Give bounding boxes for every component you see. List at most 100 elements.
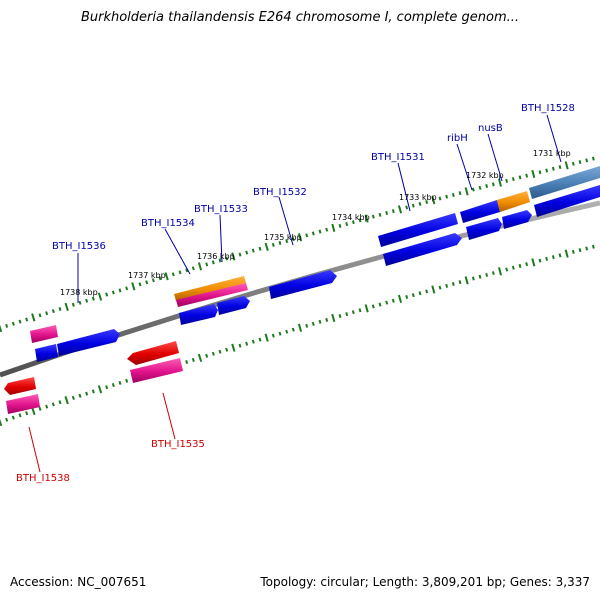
tick-outer-minor <box>5 323 9 328</box>
tick-inner-minor <box>78 393 82 398</box>
gene-label-bth-i1535[interactable]: BTH_I1535 <box>151 439 205 450</box>
tick-inner-minor <box>5 417 9 422</box>
tick-outer-minor <box>158 276 162 281</box>
gene-label-bth-i1533[interactable]: BTH_I1533 <box>194 204 248 215</box>
gene-magenta-left[interactable] <box>30 325 58 343</box>
gene-bth-i1532[interactable] <box>269 270 337 299</box>
tick-inner-minor <box>405 295 409 299</box>
gene-bth-i1531[interactable] <box>378 213 458 247</box>
tick-inner-minor <box>11 415 15 420</box>
gene-ribh[interactable] <box>466 218 502 240</box>
gene-blue-left-1[interactable] <box>35 344 58 362</box>
gene-orange-bth-i1534[interactable] <box>174 276 246 301</box>
tick-inner-minor <box>278 331 282 336</box>
tick-outer-minor <box>318 229 322 234</box>
gene-label-bth-i1534[interactable]: BTH_I1534 <box>141 218 195 229</box>
tick-inner-minor <box>585 246 589 251</box>
tick-outer-minor <box>78 300 82 305</box>
tick-outer-major <box>498 178 502 187</box>
tick-outer-minor <box>151 278 155 283</box>
gene-label-bth-i1536[interactable]: BTH_I1536 <box>52 241 106 252</box>
tick-inner-minor <box>485 272 489 277</box>
tick-outer-minor <box>58 307 62 311</box>
gene-label-bth-i1528[interactable]: BTH_I1528 <box>521 103 575 114</box>
tick-inner-minor <box>545 256 549 261</box>
tick-outer-major <box>397 205 403 214</box>
tick-inner-minor <box>285 329 289 334</box>
gene-bth-i1535-red[interactable] <box>127 341 179 365</box>
gene-label-ribh[interactable]: ribH <box>447 133 468 144</box>
gene-label-bth-i1538[interactable]: BTH_I1538 <box>16 473 70 484</box>
tick-inner-minor <box>505 267 509 272</box>
tick-inner-minor <box>351 310 355 315</box>
tick-inner-minor <box>578 248 582 253</box>
gene-blue-ribh-upper[interactable] <box>460 200 500 223</box>
tick-outer-minor <box>18 319 22 324</box>
tick-inner-minor <box>105 385 109 390</box>
gene-bth-i1538-red[interactable] <box>4 377 36 395</box>
tick-inner-minor <box>111 383 115 388</box>
gene-bth-i1536[interactable] <box>57 329 120 356</box>
gene-label-nusb[interactable]: nusB <box>478 123 503 134</box>
tick-outer-minor <box>291 237 295 242</box>
topology-text: Topology: circular; Length: 3,809,201 bp… <box>260 575 590 589</box>
gene-features[interactable] <box>4 166 600 414</box>
tick-inner-major <box>531 258 536 267</box>
gene-blue-bth-i1534[interactable] <box>179 304 218 325</box>
tick-outer-minor <box>105 292 109 297</box>
tick-outer-major <box>0 324 3 333</box>
kbp-label-1733: 1733 kbp <box>399 193 437 202</box>
tick-inner-minor <box>205 353 209 358</box>
tick-inner-major <box>331 313 336 323</box>
tick-outer-minor <box>218 258 222 263</box>
tick-outer-minor <box>418 201 422 206</box>
gene-magenta-bth-i1534[interactable] <box>176 283 248 307</box>
tick-inner-minor <box>118 380 122 385</box>
tick-outer-major <box>164 272 169 281</box>
tick-outer-minor <box>285 239 289 244</box>
tick-inner-minor <box>511 265 515 270</box>
gene-nusb[interactable] <box>502 210 532 229</box>
tick-outer-minor <box>171 272 175 277</box>
tick-outer-major <box>564 161 569 170</box>
tick-inner-minor <box>38 406 42 411</box>
map-title: Burkholderia thailandensis E264 chromoso… <box>80 10 520 25</box>
tick-inner-minor <box>591 244 595 249</box>
tick-outer-minor <box>145 280 149 285</box>
gene-nusb-orange[interactable] <box>497 191 530 212</box>
tick-outer-major <box>331 223 336 232</box>
tick-outer-major <box>297 233 303 242</box>
tick-outer-minor <box>471 187 475 192</box>
tick-outer-minor <box>445 194 449 199</box>
tick-inner-minor <box>425 289 429 294</box>
tick-outer-major <box>197 262 203 271</box>
tick-inner-minor <box>491 271 495 276</box>
kbp-label-1731: 1731 kbp <box>533 149 571 158</box>
tick-inner-minor <box>418 291 422 296</box>
gene-label-bth-i1531[interactable]: BTH_I1531 <box>371 152 425 163</box>
gene-blue-bth-i1533[interactable] <box>217 296 250 315</box>
gene-label-bth-i1532[interactable]: BTH_I1532 <box>253 187 307 198</box>
tick-inner-minor <box>385 300 389 305</box>
tick-inner-minor <box>191 357 195 362</box>
tick-inner-minor <box>438 285 442 290</box>
gene-blue-1531-lower[interactable] <box>383 233 462 266</box>
tick-outer-major <box>431 196 436 205</box>
tick-inner-minor <box>51 402 55 407</box>
tick-outer-minor <box>185 268 189 273</box>
gene-bth-i1528-steelblue[interactable] <box>529 166 600 199</box>
tick-outer-minor <box>358 218 362 223</box>
tick-inner-minor <box>45 404 49 409</box>
tick-outer-minor <box>311 231 315 236</box>
gene-magenta-mid[interactable] <box>130 358 183 383</box>
tick-inner-minor <box>325 317 329 322</box>
tick-outer-minor <box>138 282 142 287</box>
tick-outer-minor <box>118 288 122 293</box>
gene-bth-i1528-blue[interactable] <box>534 185 600 217</box>
tick-outer-minor <box>458 191 462 196</box>
tick-outer-minor <box>585 158 589 163</box>
tick-outer-minor <box>558 165 562 170</box>
tick-outer-major <box>464 187 469 196</box>
gene-magenta-lower-left[interactable] <box>6 394 40 414</box>
